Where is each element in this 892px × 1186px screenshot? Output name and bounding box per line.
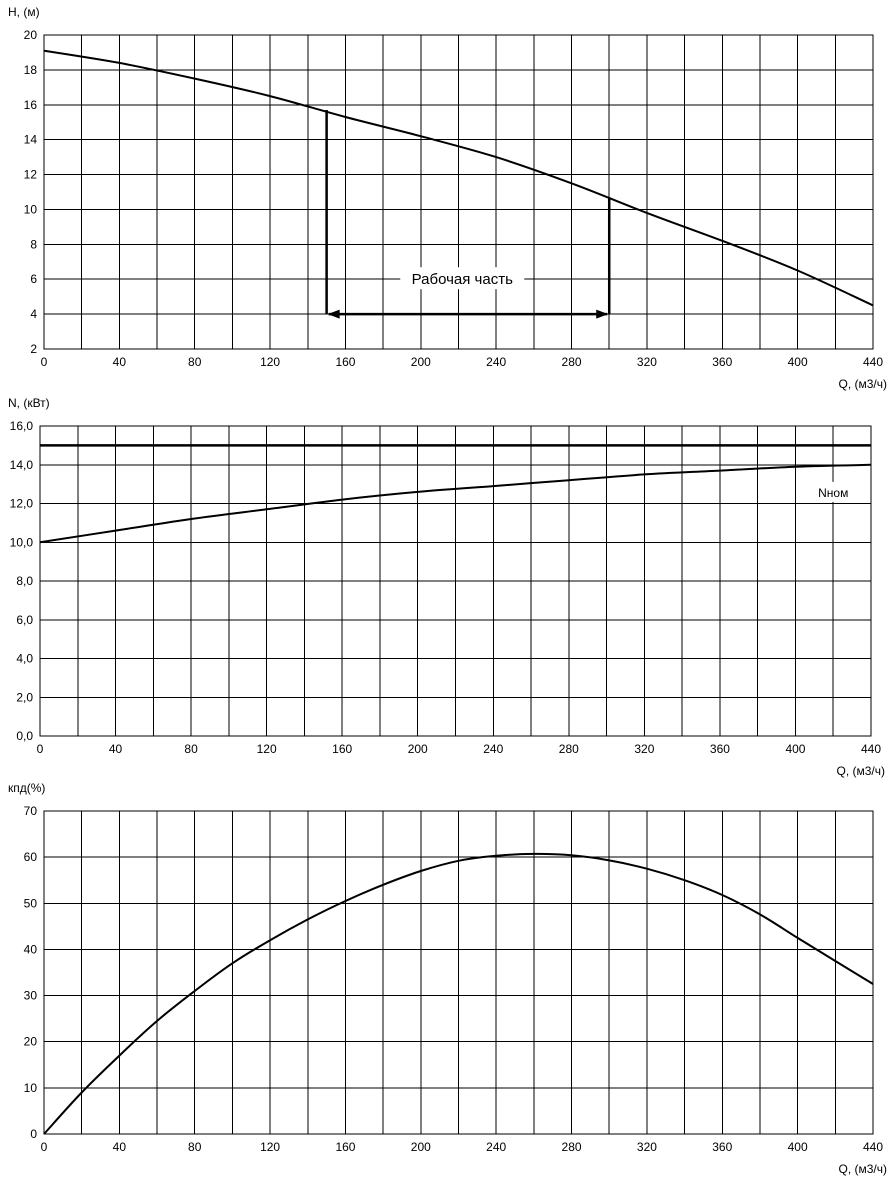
series-line-power: [39, 463, 872, 544]
y-tick-label: 30: [24, 989, 38, 1003]
y-tick-label: 12: [24, 168, 38, 182]
x-tick-label: 360: [710, 742, 730, 756]
y-tick-label: 20: [24, 1035, 38, 1049]
y-tick-label: 16,0: [10, 419, 34, 433]
x-tick-label: 440: [861, 742, 881, 756]
y-tick-label: 0,0: [16, 729, 33, 743]
y-tick-label: 2,0: [16, 690, 33, 704]
x-tick-label: 80: [188, 1140, 202, 1154]
y-tick-label: 4,0: [16, 652, 33, 666]
x-tick-label: 440: [863, 355, 883, 369]
y-tick-label: 14,0: [10, 458, 34, 472]
x-tick-label: 40: [113, 355, 127, 369]
y-tick-label: 18: [24, 63, 38, 77]
x-tick-label: 280: [559, 742, 579, 756]
x-tick-label: 280: [562, 1140, 582, 1154]
x-tick-label: 440: [863, 1140, 883, 1154]
y-axis-title: H, (м): [8, 5, 40, 19]
y-tick-label: 8: [30, 237, 37, 251]
plot-frame: [39, 425, 872, 737]
plot-frame: [43, 810, 874, 1135]
x-tick-label: 80: [188, 355, 202, 369]
x-tick-label: 320: [634, 742, 654, 756]
grid: [43, 34, 874, 350]
y-tick-label: 10,0: [10, 535, 34, 549]
x-axis-title: Q, (м3/ч): [838, 1162, 887, 1176]
x-tick-label: 40: [109, 742, 123, 756]
y-tick-label: 20: [24, 28, 38, 42]
x-tick-label: 0: [37, 742, 44, 756]
x-tick-label: 320: [637, 1140, 657, 1154]
x-tick-label: 200: [411, 1140, 431, 1154]
x-tick-label: 400: [785, 742, 805, 756]
annotation-bg: [809, 481, 858, 502]
x-tick-label: 0: [41, 355, 48, 369]
annotation-bg: [400, 267, 525, 290]
y-tick-label: 12,0: [10, 497, 34, 511]
y-tick-label: 40: [24, 942, 38, 956]
y-tick-label: 6,0: [16, 613, 33, 627]
x-axis-title: Q, (м3/ч): [836, 764, 885, 778]
annotation-nominal: Nном: [818, 486, 848, 500]
series-line-efficiency: [43, 852, 874, 1135]
x-tick-label: 200: [411, 355, 431, 369]
y-tick-label: 10: [24, 1081, 38, 1095]
x-tick-label: 360: [712, 1140, 732, 1154]
x-tick-label: 160: [335, 355, 355, 369]
series-line-head: [43, 49, 874, 307]
x-tick-label: 160: [332, 742, 352, 756]
annotation-working-range: Рабочая часть: [412, 271, 513, 288]
plot-frame: [43, 34, 874, 350]
x-tick-label: 120: [257, 742, 277, 756]
y-tick-label: 0: [30, 1127, 37, 1141]
y-tick-label: 4: [30, 307, 37, 321]
x-tick-label: 240: [486, 1140, 506, 1154]
x-axis-title: Q, (м3/ч): [838, 377, 887, 391]
x-tick-label: 400: [788, 1140, 808, 1154]
x-tick-label: 280: [562, 355, 582, 369]
x-tick-label: 320: [637, 355, 657, 369]
x-tick-label: 0: [41, 1140, 48, 1154]
arrowhead-right: [596, 309, 609, 319]
chart-efficiency: 0 40 80 120 160 200 240 280 320 360 400 440 0 10 20 30 4…: [8, 781, 887, 1176]
x-tick-label: 240: [483, 742, 503, 756]
grid: [39, 425, 872, 737]
x-tick-label: 120: [260, 1140, 280, 1154]
arrowhead-left: [327, 309, 340, 319]
chart-power: 0 40 80 120 160 200 240 280 320 360 400 440 0,0 2,0 4,…: [8, 396, 885, 778]
y-tick-label: 70: [24, 804, 38, 818]
y-tick-label: 50: [24, 896, 38, 910]
x-tick-label: 360: [712, 355, 732, 369]
y-tick-label: 6: [30, 272, 37, 286]
x-tick-label: 200: [408, 742, 428, 756]
x-tick-label: 160: [335, 1140, 355, 1154]
y-tick-label: 16: [24, 98, 38, 112]
y-axis-title: N, (кВт): [8, 396, 50, 410]
y-tick-label: 14: [24, 133, 38, 147]
y-tick-label: 60: [24, 850, 38, 864]
x-tick-label: 120: [260, 355, 280, 369]
chart-head: 0 40 80 120 160 200 240 280 320 360 400 440 2 4 6 8 10 12…: [8, 5, 887, 391]
x-tick-label: 40: [113, 1140, 127, 1154]
x-tick-label: 80: [184, 742, 198, 756]
y-tick-label: 8,0: [16, 574, 33, 588]
y-tick-label: 10: [24, 202, 38, 216]
y-tick-label: 2: [30, 342, 37, 356]
grid: [43, 810, 874, 1135]
x-tick-label: 400: [788, 355, 808, 369]
x-tick-label: 240: [486, 355, 506, 369]
y-axis-title: кпд(%): [8, 781, 45, 795]
